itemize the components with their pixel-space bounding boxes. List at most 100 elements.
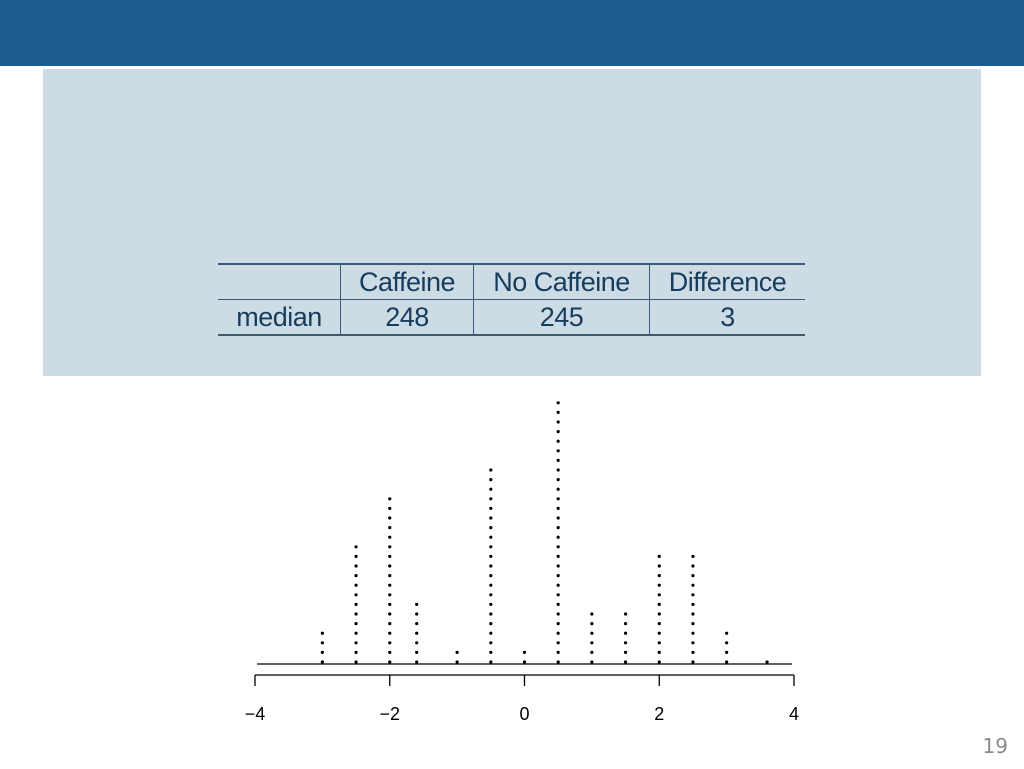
data-dot xyxy=(556,478,560,482)
x-tick-label: 4 xyxy=(789,704,799,724)
data-dot xyxy=(489,554,493,558)
data-dot xyxy=(415,631,419,635)
data-dot xyxy=(556,631,560,635)
table-row: median 248 245 3 xyxy=(218,299,805,335)
data-dot xyxy=(657,583,661,587)
table-header-no-caffeine: No Caffeine xyxy=(473,264,650,300)
data-dot xyxy=(691,612,695,616)
data-dot xyxy=(623,650,628,654)
data-dot xyxy=(556,516,560,520)
data-dot xyxy=(556,401,560,405)
data-dot xyxy=(388,641,392,645)
data-dot xyxy=(489,506,493,510)
data-dot xyxy=(415,622,419,626)
data-dot xyxy=(489,516,493,520)
data-dot xyxy=(388,650,392,654)
data-dot xyxy=(691,660,695,664)
data-dot xyxy=(489,622,493,626)
data-dot xyxy=(489,535,493,539)
data-dot xyxy=(556,439,560,443)
data-dot xyxy=(489,545,493,549)
data-dot xyxy=(556,506,560,510)
data-dot xyxy=(388,535,392,539)
dot-plot-chart: −4 −2 0 2 4 xyxy=(245,401,799,724)
data-dot xyxy=(354,602,358,606)
data-dot xyxy=(556,583,560,587)
data-dot xyxy=(415,650,419,654)
table-header-difference: Difference xyxy=(668,266,787,297)
data-dot xyxy=(691,554,695,558)
data-dot xyxy=(590,612,594,616)
data-dot xyxy=(320,650,324,654)
medians-table: Caffeine No Caffeine Difference median 2… xyxy=(218,263,805,336)
data-dot xyxy=(354,631,358,635)
data-dot xyxy=(354,574,358,578)
data-dot xyxy=(354,622,358,626)
data-dot xyxy=(657,641,661,645)
data-dot xyxy=(590,631,594,635)
data-dot xyxy=(657,650,661,654)
data-dot xyxy=(388,497,392,501)
data-dot xyxy=(765,660,769,664)
data-dot xyxy=(657,631,661,635)
data-dot xyxy=(556,612,560,616)
data-dot xyxy=(623,660,628,664)
data-dot xyxy=(489,650,493,654)
data-dot xyxy=(489,602,493,606)
data-dot xyxy=(455,660,459,664)
data-dot xyxy=(556,526,560,530)
data-dot xyxy=(354,554,358,558)
data-dot xyxy=(556,622,560,626)
data-dot xyxy=(691,593,695,597)
data-dot xyxy=(556,430,560,434)
data-dot xyxy=(556,535,560,539)
data-dot xyxy=(354,660,358,664)
data-dot xyxy=(657,660,661,664)
data-dot xyxy=(354,593,358,597)
data-dot xyxy=(489,526,493,530)
data-dot xyxy=(388,574,392,578)
data-dot xyxy=(623,622,628,626)
data-dot xyxy=(320,660,324,664)
data-dot xyxy=(590,660,594,664)
data-dot xyxy=(354,641,358,645)
cell-caffeine-median: 248 xyxy=(340,299,474,335)
data-dot xyxy=(691,583,695,587)
x-tick-label: −4 xyxy=(245,704,266,724)
data-dot xyxy=(691,622,695,626)
table-header-row: Caffeine No Caffeine Difference xyxy=(218,264,805,300)
data-dot xyxy=(691,574,695,578)
data-dot xyxy=(556,410,560,414)
data-dot xyxy=(691,564,695,568)
cell-difference-median: 3 xyxy=(720,301,735,332)
data-dot xyxy=(388,622,392,626)
data-dot xyxy=(590,641,594,645)
data-dot xyxy=(489,641,493,645)
data-dot xyxy=(489,660,493,664)
data-dot xyxy=(623,631,628,635)
table-header-empty xyxy=(218,264,341,300)
x-tick-label: 0 xyxy=(519,704,529,724)
data-dot xyxy=(388,593,392,597)
page-number: 19 xyxy=(982,734,1008,758)
data-dot xyxy=(489,497,493,501)
data-dot xyxy=(388,526,392,530)
cell-no-caffeine-median: 245 xyxy=(473,299,650,335)
data-dot xyxy=(657,602,661,606)
data-dot xyxy=(415,612,419,616)
data-dot xyxy=(489,564,493,568)
data-dot xyxy=(455,650,459,654)
data-dot xyxy=(556,641,560,645)
data-dot xyxy=(657,564,661,568)
data-dot xyxy=(354,612,358,616)
data-dot xyxy=(556,420,560,424)
data-dot xyxy=(415,641,419,645)
data-dot xyxy=(556,449,560,453)
data-dot xyxy=(354,545,358,549)
data-dot xyxy=(388,612,392,616)
data-dot xyxy=(522,660,527,664)
data-dot xyxy=(320,631,324,635)
data-dot xyxy=(590,622,594,626)
data-dot xyxy=(691,650,695,654)
data-dot xyxy=(556,650,560,654)
